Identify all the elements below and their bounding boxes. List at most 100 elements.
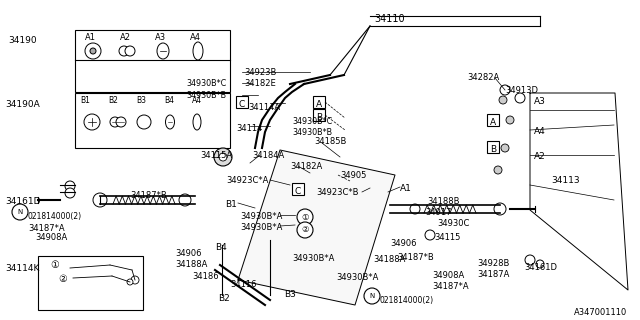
Text: 34116: 34116 [230, 280, 257, 289]
Circle shape [525, 255, 535, 265]
Text: 34190: 34190 [8, 36, 36, 45]
Text: B4: B4 [215, 243, 227, 252]
Text: A2: A2 [534, 152, 546, 161]
Text: 34187*B: 34187*B [130, 191, 167, 200]
Circle shape [364, 288, 380, 304]
Circle shape [536, 260, 544, 268]
Text: 34930B*C: 34930B*C [292, 117, 332, 126]
Text: 34184A: 34184A [252, 151, 284, 160]
Text: B2: B2 [218, 294, 230, 303]
Text: ②: ② [58, 274, 67, 284]
Ellipse shape [166, 115, 175, 129]
Bar [487, 141, 499, 153]
Text: 34917: 34917 [425, 208, 451, 217]
Text: B1: B1 [80, 96, 90, 105]
Circle shape [131, 276, 139, 284]
Text: 34908A: 34908A [35, 233, 67, 242]
Text: A3: A3 [155, 33, 166, 42]
Text: 34188B: 34188B [427, 197, 460, 206]
Text: 34930C: 34930C [437, 219, 469, 228]
Text: 34923B: 34923B [244, 68, 276, 77]
Text: 34908A: 34908A [432, 271, 464, 280]
Text: 34930B*A: 34930B*A [240, 212, 282, 221]
Circle shape [297, 209, 313, 225]
Text: A347001110: A347001110 [573, 308, 627, 317]
Circle shape [127, 279, 133, 285]
Text: B: B [316, 113, 322, 122]
Ellipse shape [193, 42, 203, 60]
Text: A4: A4 [534, 127, 546, 136]
Bar [487, 114, 499, 126]
Text: 34115: 34115 [434, 233, 460, 242]
Text: 34928B: 34928B [477, 259, 509, 268]
Text: 34161D: 34161D [524, 263, 557, 272]
Text: 34930B*A: 34930B*A [292, 254, 334, 263]
Text: 34906: 34906 [175, 249, 202, 258]
Circle shape [214, 148, 232, 166]
Text: B4: B4 [164, 96, 174, 105]
Text: 34930B*B: 34930B*B [292, 128, 332, 137]
Bar [292, 183, 304, 195]
Circle shape [219, 153, 227, 161]
Text: B1: B1 [225, 200, 237, 209]
Text: 34182E: 34182E [244, 79, 276, 88]
Text: A4: A4 [190, 33, 201, 42]
Circle shape [179, 194, 191, 206]
Text: 34110: 34110 [374, 14, 405, 24]
Text: A2: A2 [120, 33, 131, 42]
Text: 34282A: 34282A [467, 73, 499, 82]
Text: 34188A: 34188A [373, 255, 405, 264]
Circle shape [12, 204, 28, 220]
Text: ①: ① [50, 260, 59, 270]
Text: 34187*A: 34187*A [28, 224, 65, 233]
Ellipse shape [157, 43, 169, 59]
Text: ②: ② [301, 226, 308, 235]
Text: 34185B: 34185B [314, 137, 346, 146]
Circle shape [119, 46, 129, 56]
Text: 34188A: 34188A [175, 260, 207, 269]
Text: 34114A: 34114A [248, 103, 280, 112]
Ellipse shape [193, 114, 201, 130]
Text: B3: B3 [136, 96, 146, 105]
Circle shape [501, 144, 509, 152]
Text: 34190A: 34190A [5, 100, 40, 109]
Circle shape [515, 93, 525, 103]
Bar [313, 96, 325, 108]
Text: 34930B*A: 34930B*A [336, 273, 378, 282]
Bar [236, 96, 248, 108]
Circle shape [494, 203, 506, 215]
Text: 34905: 34905 [340, 171, 366, 180]
Text: 34115A: 34115A [200, 151, 232, 161]
Circle shape [297, 222, 313, 238]
Text: N: N [369, 293, 374, 299]
Circle shape [425, 230, 435, 240]
Circle shape [93, 193, 107, 207]
Circle shape [125, 46, 135, 56]
Text: A1: A1 [400, 184, 412, 193]
Bar [75, 30, 230, 92]
Circle shape [84, 114, 100, 130]
Text: C: C [295, 187, 301, 196]
Circle shape [410, 204, 420, 214]
Text: 34930B*A: 34930B*A [240, 223, 282, 232]
Text: 34187*A: 34187*A [432, 282, 468, 291]
Text: 34182A: 34182A [290, 162, 323, 171]
Text: B: B [490, 145, 496, 154]
Text: 34186: 34186 [192, 272, 219, 281]
Text: 34114K: 34114K [5, 264, 40, 273]
Text: 34113: 34113 [551, 176, 580, 185]
Text: 34923C*A: 34923C*A [226, 176, 268, 185]
Bar [313, 109, 325, 121]
Text: B2: B2 [108, 96, 118, 105]
Text: 021814000(2): 021814000(2) [28, 212, 82, 221]
Bar [38, 256, 143, 310]
Circle shape [494, 166, 502, 174]
Circle shape [506, 116, 514, 124]
Bar [75, 93, 230, 148]
Text: 34187A: 34187A [477, 270, 509, 279]
Circle shape [110, 117, 120, 127]
Circle shape [137, 115, 151, 129]
Text: 34930B*B: 34930B*B [186, 91, 226, 100]
Text: 34930B*C: 34930B*C [186, 79, 227, 88]
Circle shape [65, 181, 75, 191]
